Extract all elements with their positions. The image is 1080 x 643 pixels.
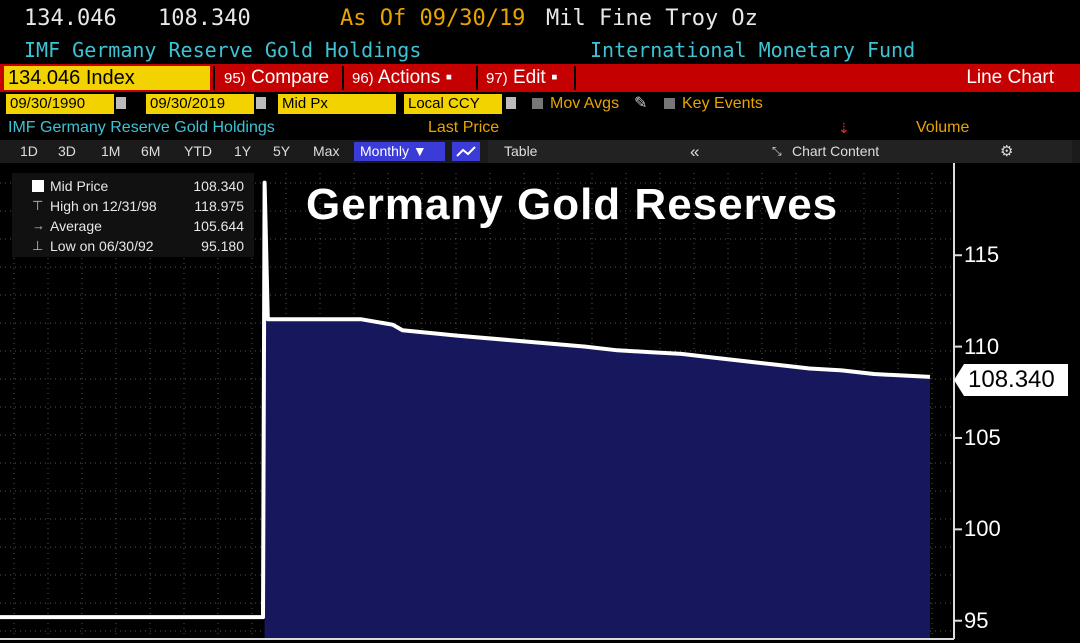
line-chart-icon[interactable] (452, 142, 480, 161)
tab-1m[interactable]: 1M (101, 143, 121, 159)
command-toolbar: 134.046 Index 95) Compare 96) Actions ▪ … (0, 64, 1080, 92)
stat-mid-value: 108.340 (193, 178, 244, 194)
edit-num: 97) (486, 70, 508, 87)
y-tick-label: 95 (964, 607, 989, 633)
overlay-title: Germany Gold Reserves (306, 180, 839, 229)
price-line (0, 180, 931, 620)
field-select[interactable]: Mid Px (278, 94, 396, 114)
toolbar-divider (476, 66, 478, 90)
tab-max[interactable]: Max (313, 143, 340, 159)
title-bar: 134.046 108.340 As Of 09/30/19 Mil Fine … (0, 0, 1080, 40)
calendar-icon[interactable] (256, 97, 266, 109)
low-glyph-icon: ⊥ (32, 238, 44, 253)
currency-select[interactable]: Local CCY (404, 94, 502, 114)
high-glyph-icon: ⊤ (32, 198, 44, 213)
stat-low: ⊥ Low on 06/30/92 95.180 (12, 236, 254, 256)
tab-bar-fill (488, 140, 1072, 163)
table-button[interactable]: Table (504, 143, 538, 159)
tab-1y[interactable]: 1Y (234, 143, 252, 159)
tab-5y[interactable]: 5Y (273, 143, 291, 159)
edit-label: Edit ▪ (512, 67, 558, 88)
chart-area[interactable] (0, 163, 1080, 643)
as-of-date: As Of 09/30/19 (340, 6, 526, 31)
last-value-badge: 108.340 (954, 364, 1068, 396)
dropdown-arrow-icon[interactable] (506, 97, 516, 109)
legend-volume[interactable]: Volume (916, 119, 970, 136)
gear-icon[interactable]: ⚙ (1000, 143, 1014, 160)
tab-3d[interactable]: 3D (58, 143, 76, 159)
actions-menu[interactable]: 96) Actions ▪ (352, 66, 452, 90)
units-label: Mil Fine Troy Oz (546, 6, 758, 31)
collapse-icon[interactable]: « (690, 142, 700, 161)
source-label: International Monetary Fund (590, 38, 916, 62)
tab-6m[interactable]: 6M (141, 143, 161, 159)
series-swatch (32, 180, 44, 192)
y-axis-ticks (954, 254, 962, 622)
y-tick-label: 115 (964, 242, 1000, 268)
legend-series-name: IMF Germany Reserve Gold Holdings (8, 119, 275, 136)
series-name: IMF Germany Reserve Gold Holdings (24, 38, 422, 62)
toolbar-divider (213, 66, 215, 90)
legend-last-price[interactable]: Last Price (428, 119, 500, 136)
stat-high-label: High on 12/31/98 (50, 198, 157, 214)
chart-content-button[interactable]: Chart Content (792, 143, 880, 159)
stat-avg-value: 105.644 (193, 218, 244, 234)
period-tab-bar: 1D 3D 1M 6M YTD 1Y 5Y Max Monthly ▼ Tabl… (0, 140, 1080, 163)
average-glyph-icon: → (32, 218, 45, 233)
stat-high-value: 118.975 (194, 198, 244, 214)
tab-ytd[interactable]: YTD (184, 143, 212, 159)
compare-menu[interactable]: 95) Compare (224, 66, 329, 90)
ticker-field[interactable]: 134.046 Index (4, 66, 210, 90)
stat-low-value: 95.180 (201, 238, 244, 254)
tab-1d[interactable]: 1D (20, 143, 38, 159)
legend-strip: IMF Germany Reserve Gold Holdings Last P… (0, 117, 1080, 139)
chart-content-icon[interactable]: ⤡ (772, 144, 782, 158)
compare-num: 95) (224, 70, 246, 87)
subtitle-bar: IMF Germany Reserve Gold Holdings Intern… (0, 38, 1080, 64)
date-range-row: 09/30/1990 09/30/2019 Mid Px Local CCY M… (0, 93, 1080, 115)
mov-avgs-label: Mov Avgs (550, 95, 620, 112)
y-tick-label: 110 (964, 333, 1000, 359)
toolbar-divider (342, 66, 344, 90)
frequency-dropdown[interactable]: Monthly ▼ (354, 142, 445, 161)
calendar-icon[interactable] (116, 97, 126, 109)
key-events-label: Key Events (682, 95, 763, 112)
stat-mid-label: Mid Price (50, 178, 109, 194)
stat-high: ⊤ High on 12/31/98 118.975 (12, 196, 254, 216)
drag-arrow-icon[interactable]: ⇣ (838, 120, 850, 136)
area-fill (264, 182, 931, 639)
chart-type-label[interactable]: Line Chart (966, 67, 1054, 88)
stat-avg: → Average 105.644 (12, 216, 254, 236)
last-value: 134.046 (24, 6, 117, 31)
y-tick-label: 100 (964, 516, 1001, 542)
end-date-field[interactable]: 09/30/2019 (146, 94, 254, 114)
key-events-checkbox[interactable] (664, 98, 675, 109)
mid-value: 108.340 (158, 6, 251, 31)
start-date-field[interactable]: 09/30/1990 (6, 94, 114, 114)
actions-label: Actions ▪ (377, 67, 453, 88)
pencil-icon[interactable]: ✎ (634, 95, 648, 112)
stat-avg-label: Average (50, 218, 102, 234)
compare-label: Compare (250, 67, 330, 88)
y-tick-label: 105 (964, 424, 1001, 450)
stat-low-label: Low on 06/30/92 (50, 238, 154, 254)
edit-menu[interactable]: 97) Edit ▪ (486, 66, 558, 90)
actions-num: 96) (352, 70, 374, 87)
last-value-badge-label: 108.340 (968, 366, 1055, 393)
stats-legend[interactable]: Mid Price 108.340 ⊤ High on 12/31/98 118… (12, 173, 254, 257)
stat-mid: Mid Price 108.340 (12, 176, 254, 196)
price-chart[interactable] (0, 163, 1080, 643)
toolbar-divider (574, 66, 576, 90)
mov-avgs-checkbox[interactable] (532, 98, 543, 109)
